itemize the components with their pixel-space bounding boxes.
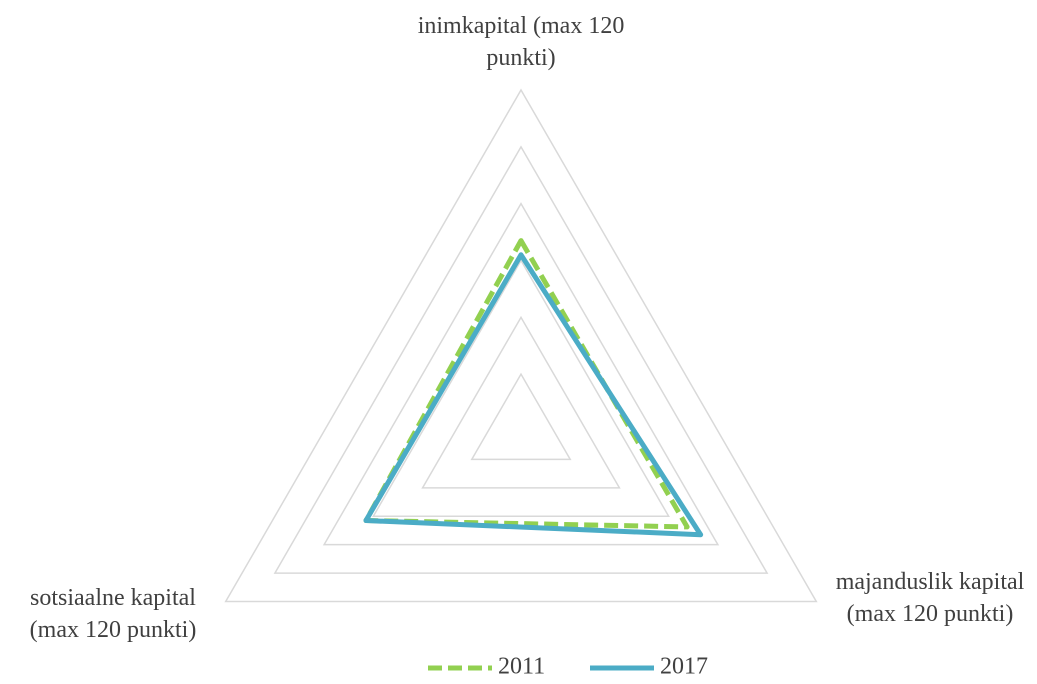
- series-line: [363, 252, 704, 538]
- grid-ring: [273, 145, 769, 574]
- axis-label: sotsiaalne kapital (max 120 punkti): [29, 585, 197, 643]
- grid-ring: [322, 202, 720, 546]
- grid-ring: [224, 88, 818, 603]
- axis-label: inimkapital (max 120 punkti): [417, 13, 625, 71]
- grid-ring: [421, 315, 621, 489]
- grid-ring: [470, 372, 572, 461]
- legend-label: 2011: [498, 654, 545, 680]
- axis-label: majanduslik kapital (max 120 punkti): [835, 569, 1025, 627]
- legend-label: 2017: [660, 654, 708, 680]
- grid-ring: [372, 259, 670, 517]
